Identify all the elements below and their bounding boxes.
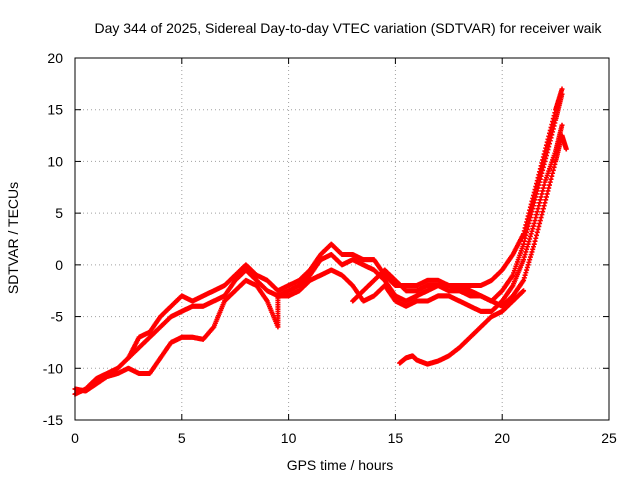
y-tick-label: -5 (51, 309, 64, 325)
series-trace-1 (72, 91, 565, 397)
chart-title: Day 344 of 2025, Sidereal Day-to-day VTE… (94, 20, 602, 36)
series-trace-3 (125, 86, 565, 361)
y-tick-label: 20 (47, 50, 63, 66)
data-point (559, 86, 565, 92)
axis-ticks: 0 5 10 15 20 25 -15 -10 -5 0 5 10 15 20 (43, 50, 617, 446)
y-tick-label: -10 (43, 360, 63, 376)
data-point (559, 122, 565, 128)
x-tick-label: 25 (601, 430, 617, 446)
y-tick-label: 10 (47, 153, 63, 169)
data-points (72, 86, 569, 397)
x-axis-label: GPS time / hours (287, 457, 394, 473)
x-tick-label: 20 (494, 430, 510, 446)
series-trace-4 (397, 288, 527, 367)
plot-frame (74, 57, 610, 421)
data-point (563, 146, 569, 152)
y-axis-label: SDTVAR / TECUs (5, 182, 21, 294)
series-trace-2 (72, 122, 565, 394)
y-tick-label: 5 (55, 205, 63, 221)
y-tick-label: -15 (43, 412, 63, 428)
series-trace-5 (350, 133, 569, 309)
x-tick-label: 15 (388, 430, 404, 446)
x-tick-label: 0 (71, 430, 79, 446)
data-point (521, 288, 527, 294)
y-tick-label: 0 (55, 257, 63, 273)
x-tick-label: 5 (178, 430, 186, 446)
y-tick-label: 15 (47, 102, 63, 118)
x-tick-label: 10 (281, 430, 297, 446)
